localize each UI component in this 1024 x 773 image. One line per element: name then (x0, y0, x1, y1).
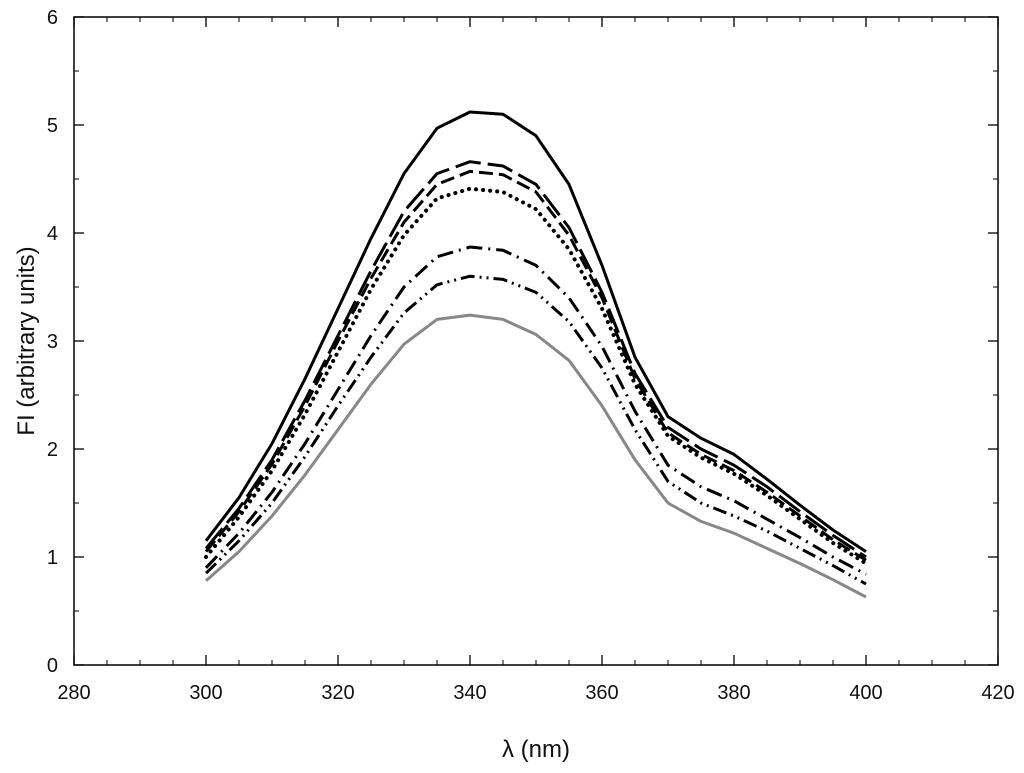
x-tick-label: 380 (717, 682, 750, 704)
x-tick-label: 320 (321, 682, 354, 704)
series-group (204, 110, 868, 599)
x-tick-label: 280 (57, 682, 90, 704)
series-line-7 (205, 313, 867, 599)
y-tick-label: 0 (47, 655, 58, 677)
y-tick-label: 1 (47, 547, 58, 569)
y-tick-label: 4 (47, 223, 58, 245)
x-tick-label: 420 (981, 682, 1014, 704)
y-tick-label: 2 (47, 439, 58, 461)
y-tick-labels: 0 1 2 3 4 5 6 (47, 7, 58, 677)
x-tick-label: 360 (585, 682, 618, 704)
y-tick-label: 6 (47, 7, 58, 29)
x-axis-title: λ (nm) (502, 736, 570, 763)
y-tick-label: 3 (47, 331, 58, 353)
series-line-2 (204, 160, 867, 559)
major-ticks (73, 16, 999, 666)
y-tick-label: 5 (47, 115, 58, 137)
y-axis-title: FI (arbitrary units) (13, 246, 40, 435)
series-line-6 (204, 274, 867, 586)
series-line-5 (204, 245, 867, 576)
x-tick-label: 400 (849, 682, 882, 704)
x-tick-label: 300 (189, 682, 222, 704)
x-tick-label: 340 (453, 682, 486, 704)
series-line-4 (204, 186, 868, 566)
series-line-3 (204, 169, 867, 562)
x-tick-labels: 280 300 320 340 360 380 400 420 (57, 682, 1014, 704)
series-line-1 (204, 110, 867, 553)
